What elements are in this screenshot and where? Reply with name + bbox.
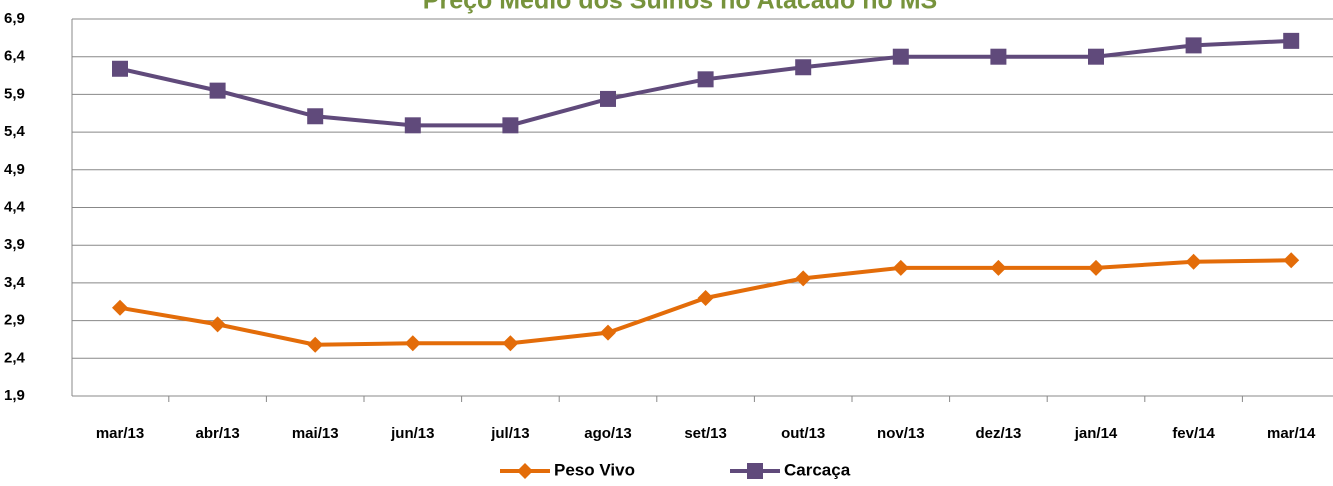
x-tick-label: dez/13 xyxy=(975,425,1021,442)
data-point xyxy=(404,335,421,352)
x-tick-label: nov/13 xyxy=(877,425,925,442)
data-point xyxy=(307,108,324,125)
data-point xyxy=(502,117,519,134)
x-tick-label: set/13 xyxy=(684,425,727,442)
y-tick-label: 1,9 xyxy=(4,387,25,404)
data-point xyxy=(600,324,616,341)
y-tick-label: 5,9 xyxy=(4,85,25,102)
y-tick-label: 6,9 xyxy=(4,10,25,27)
legend-label: Carcaça xyxy=(784,460,851,479)
data-point xyxy=(502,335,519,352)
data-point xyxy=(1088,48,1104,65)
x-tick-label: mar/14 xyxy=(1267,425,1316,442)
data-point xyxy=(795,270,812,287)
x-tick-label: fev/14 xyxy=(1172,425,1215,442)
x-tick-label: ago/13 xyxy=(584,425,632,442)
data-point xyxy=(990,48,1007,65)
y-tick-label: 5,4 xyxy=(4,123,26,140)
data-point xyxy=(307,336,324,353)
data-point xyxy=(697,71,714,88)
data-point xyxy=(112,60,128,77)
data-point xyxy=(209,316,226,333)
data-point xyxy=(697,289,714,306)
legend-marker xyxy=(747,463,763,479)
data-point xyxy=(795,59,812,76)
x-tick-label: jul/13 xyxy=(490,425,529,442)
x-tick-label: abr/13 xyxy=(195,425,239,442)
data-point xyxy=(1283,32,1300,49)
data-point xyxy=(892,48,909,65)
data-point xyxy=(892,259,909,276)
data-point xyxy=(600,90,616,107)
legend-label: Peso Vivo xyxy=(554,460,635,479)
x-tick-label: out/13 xyxy=(781,425,825,442)
y-tick-label: 2,4 xyxy=(4,349,26,366)
x-tick-label: mai/13 xyxy=(292,425,339,442)
chart-title: Preço Médio dos Suínos no Atacado no MS xyxy=(423,0,937,15)
y-tick-label: 2,9 xyxy=(4,312,25,329)
x-tick-label: jun/13 xyxy=(390,425,434,442)
y-tick-label: 4,4 xyxy=(4,198,26,215)
data-point xyxy=(1088,259,1104,276)
y-tick-label: 3,4 xyxy=(4,274,26,291)
data-point xyxy=(1185,253,1202,270)
x-tick-label: jan/14 xyxy=(1074,425,1118,442)
data-point xyxy=(404,117,421,134)
y-tick-label: 3,9 xyxy=(4,236,25,253)
y-tick-label: 4,9 xyxy=(4,161,25,178)
data-point xyxy=(1185,37,1202,54)
x-tick-label: mar/13 xyxy=(96,425,144,442)
data-point xyxy=(112,299,128,316)
data-point xyxy=(1283,252,1300,269)
data-point xyxy=(209,82,226,99)
data-point xyxy=(990,259,1007,276)
legend-marker xyxy=(517,463,533,479)
y-tick-label: 6,4 xyxy=(4,48,26,65)
